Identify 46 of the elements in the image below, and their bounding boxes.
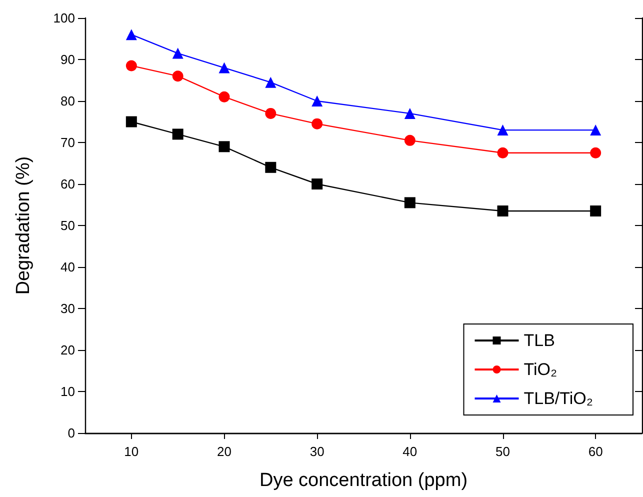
legend-label: TLB/TiO₂ [524,389,594,408]
x-tick-label: 30 [310,444,324,459]
x-tick-label: 10 [124,444,139,459]
point [497,205,508,216]
point [172,48,184,59]
point [497,124,508,136]
y-tick-label: 80 [60,94,75,108]
y-tick-label: 100 [53,10,75,26]
x-tick-label: 40 [402,444,418,459]
y-tick-label: 60 [60,176,75,192]
x-tick-label: 50 [496,444,510,459]
point [312,118,323,130]
point [404,197,416,208]
y-tick-label: 70 [60,135,75,150]
point [218,91,230,102]
point [126,29,137,40]
x-tick-label: 20 [217,444,232,459]
point [312,178,323,190]
point [404,108,416,119]
y-tick-label: 90 [60,52,75,67]
point [265,108,276,119]
y-tick-label: 10 [60,384,75,399]
point [590,205,602,216]
point [218,141,230,152]
point [265,76,276,88]
point [404,134,416,146]
point [126,116,137,128]
point [312,96,323,106]
legend-label: TiO₂ [524,360,558,379]
y-tick-label: 30 [60,301,75,316]
y-axis-title: Degradation (%) [13,156,34,295]
point [497,147,508,158]
point [590,147,602,158]
point [265,162,276,173]
point [590,124,602,136]
x-axis-title: Dye concentration (ppm) [259,470,468,491]
y-tick-label: 50 [60,218,75,233]
point [172,70,184,82]
y-tick-label: 40 [60,260,75,274]
point [126,60,137,72]
legend-label: TLB [524,331,555,350]
y-tick-label: 20 [60,342,75,358]
x-tick-label: 60 [588,444,603,459]
point [218,62,230,74]
point [172,128,184,140]
y-tick-label: 0 [68,426,75,440]
